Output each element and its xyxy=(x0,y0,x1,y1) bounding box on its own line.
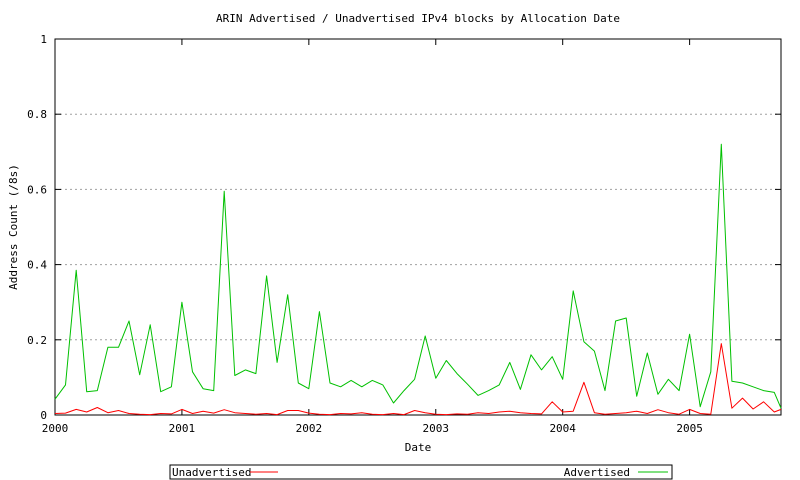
grid xyxy=(55,113,781,341)
x-tick-label: 2003 xyxy=(423,422,450,435)
y-tick-label: 1 xyxy=(40,33,47,46)
legend-label-advertised: Advertised xyxy=(564,466,630,479)
series-layer xyxy=(54,143,782,416)
y-tick-label: 0.4 xyxy=(27,259,47,272)
y-tick-label: 0.2 xyxy=(27,334,47,347)
y-tick-label: 0 xyxy=(40,409,47,422)
series-line-advertised xyxy=(54,143,782,409)
x-tick-label: 2000 xyxy=(42,422,69,435)
legend-box xyxy=(169,464,673,480)
y-tick-label: 0.6 xyxy=(27,183,47,196)
plot-area xyxy=(54,38,782,416)
x-tick-label: 2001 xyxy=(169,422,196,435)
x-axis-label: Date xyxy=(405,441,432,454)
y-axis-label: Address Count (/8s) xyxy=(7,164,20,290)
y-tick-label: 0.8 xyxy=(27,108,47,121)
chart-title: ARIN Advertised / Unadvertised IPv4 bloc… xyxy=(216,12,620,25)
x-tick-label: 2005 xyxy=(676,422,703,435)
legend: Unadvertised Advertised xyxy=(169,464,673,480)
y-axis: 0 0.2 0.4 0.6 0.8 1 xyxy=(27,33,781,422)
x-axis: 2000 2001 2002 2003 2004 2005 xyxy=(42,39,703,435)
series-line-unadvertised xyxy=(54,343,782,416)
x-tick-label: 2004 xyxy=(549,422,576,435)
x-tick-label: 2002 xyxy=(296,422,323,435)
legend-label-unadvertised: Unadvertised xyxy=(172,466,251,479)
